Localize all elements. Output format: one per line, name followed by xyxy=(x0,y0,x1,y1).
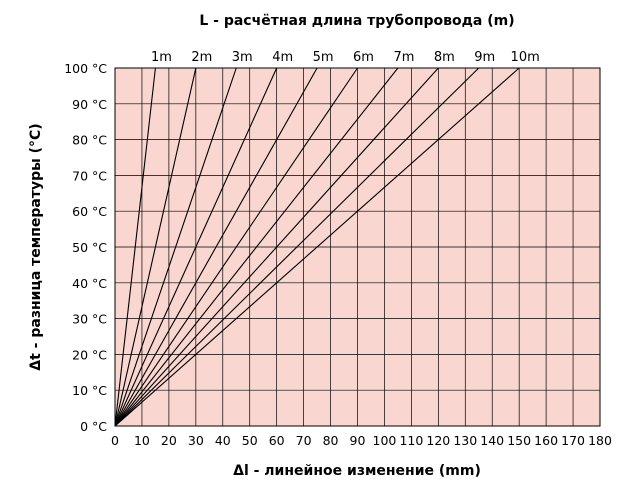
y-axis-ticks: 0 °C 10 °C 20 °C 30 °C 40 °C 50 °C 60 °C 70 °C 8… xyxy=(64,61,107,434)
plot-frame xyxy=(114,67,601,427)
x-tick-label: 150 xyxy=(507,433,531,448)
x-tick-label: 140 xyxy=(480,433,504,448)
series-label-7m: 7m xyxy=(393,50,414,65)
x-tick-label: 20 xyxy=(161,433,177,448)
series-label-5m: 5m xyxy=(313,50,334,65)
series-label-9m: 9m xyxy=(474,50,495,65)
x-axis-label: Δl - линейное изменение (mm) xyxy=(233,463,481,479)
y-tick-label: 0 °C xyxy=(80,419,107,434)
x-tick-label: 120 xyxy=(426,433,450,448)
series-label-8m: 8m xyxy=(434,50,455,65)
x-tick-label: 80 xyxy=(323,433,339,448)
x-tick-label: 10 xyxy=(134,433,150,448)
x-tick-label: 100 xyxy=(373,433,397,448)
series-labels: 1m 2m 3m 4m 5m 6m 7m 8m 9m 10m xyxy=(151,50,540,65)
series-line-3m xyxy=(114,67,237,427)
series-line-8m xyxy=(114,67,439,427)
x-tick-label: 110 xyxy=(399,433,423,448)
x-tick-label: 40 xyxy=(215,433,231,448)
x-tick-label: 70 xyxy=(296,433,312,448)
x-tick-label: 60 xyxy=(269,433,285,448)
chart-title: L - расчётная длина трубопровода (m) xyxy=(199,13,514,29)
series-label-4m: 4m xyxy=(272,50,293,65)
x-tick-label: 0 xyxy=(111,433,119,448)
series-label-2m: 2m xyxy=(191,50,212,65)
series-line-4m xyxy=(114,67,278,427)
y-tick-label: 100 °C xyxy=(64,61,107,76)
series-line-5m xyxy=(114,67,318,427)
series-label-1m: 1m xyxy=(151,50,172,65)
y-tick-label: 50 °C xyxy=(72,240,107,255)
series-line-7m xyxy=(114,67,399,427)
x-tick-label: 160 xyxy=(534,433,558,448)
y-tick-label: 30 °C xyxy=(72,312,107,327)
x-tick-label: 170 xyxy=(561,433,585,448)
y-tick-label: 90 °C xyxy=(72,97,107,112)
series-line-10m xyxy=(114,67,520,427)
y-tick-label: 20 °C xyxy=(72,347,107,362)
y-axis-label: Δt - разница температуры (°C) xyxy=(28,123,44,370)
series-line-2m xyxy=(114,67,197,427)
x-axis-ticks: 0 10 20 30 40 50 60 70 80 90 100 110 120 130 140 150 160… xyxy=(111,433,612,448)
x-tick-label: 180 xyxy=(588,433,612,448)
x-tick-label: 90 xyxy=(350,433,366,448)
series-lines xyxy=(114,67,520,427)
series-label-6m: 6m xyxy=(353,50,374,65)
y-tick-label: 70 °C xyxy=(72,168,107,183)
series-line-1m xyxy=(114,67,156,427)
series-line-9m xyxy=(114,67,480,427)
series-label-3m: 3m xyxy=(232,50,253,65)
x-tick-label: 130 xyxy=(453,433,477,448)
y-tick-label: 80 °C xyxy=(72,133,107,148)
y-tick-label: 40 °C xyxy=(72,276,107,291)
series-label-10m: 10m xyxy=(511,50,540,65)
x-tick-label: 50 xyxy=(242,433,258,448)
x-tick-label: 30 xyxy=(188,433,204,448)
series-line-6m xyxy=(114,67,358,427)
y-tick-label: 60 °C xyxy=(72,204,107,219)
y-tick-label: 10 °C xyxy=(72,383,107,398)
